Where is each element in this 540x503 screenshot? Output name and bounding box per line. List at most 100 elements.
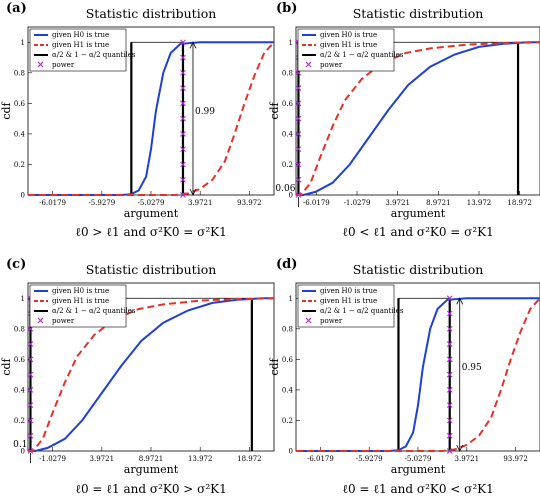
x-tick-label: 3.9721 xyxy=(90,455,115,463)
power-marker xyxy=(180,192,186,198)
y-tick-label: 0.2 xyxy=(14,161,25,169)
panel-caption: ℓ0 < ℓ1 and σ²K0 = σ²K1 xyxy=(342,225,494,239)
x-tick-label: 18.972 xyxy=(237,455,262,463)
x-axis-label: argument xyxy=(124,463,179,476)
power-marker xyxy=(180,146,186,153)
x-tick-label: 13.972 xyxy=(467,199,492,207)
legend-entry: power xyxy=(320,61,343,69)
chart-title: Statistic distribution xyxy=(86,262,217,277)
power-annotation: 0.1 xyxy=(13,440,27,450)
chart-title: Statistic distribution xyxy=(353,262,484,277)
y-tick-label: 1 xyxy=(289,295,293,303)
x-tick-label: 93.972 xyxy=(503,455,528,463)
x-tick-label: -1.0279 xyxy=(344,199,371,207)
x-tick-label: -6.0179 xyxy=(39,199,66,207)
legend-entry: α/2 & 1 − α/2 quantiles xyxy=(52,51,136,59)
power-marker xyxy=(27,402,34,409)
power-marker xyxy=(295,176,302,183)
chart-panel-4: (d) Statistic distribution 0 0.2 0.4 0.6 0.8 1 -… xyxy=(268,257,540,496)
x-tick-label: 13.972 xyxy=(188,455,213,463)
chart-panel-2: (b) Statistic distribution 0 0.2 0.4 0.6 0.8 1 -… xyxy=(268,1,540,239)
panel-caption: ℓ0 = ℓ1 and σ²K0 > σ²K1 xyxy=(75,482,227,496)
y-tick-label: 0.2 xyxy=(282,417,293,425)
legend-swatch-power xyxy=(37,61,44,68)
series-line-h1 xyxy=(28,41,275,196)
y-tick-label: 0 xyxy=(21,448,25,456)
legend-entry: α/2 & 1 − α/2 quantiles xyxy=(320,51,404,59)
power-marker xyxy=(446,417,453,424)
y-tick-label: 0 xyxy=(21,192,25,200)
x-tick-label: -5.9279 xyxy=(88,199,115,207)
power-marker xyxy=(446,402,453,409)
panel-caption: ℓ0 > ℓ1 and σ²K0 = σ²K1 xyxy=(75,225,227,239)
power-marker xyxy=(27,356,34,363)
y-tick-label: 0.4 xyxy=(282,386,294,394)
power-marker xyxy=(27,341,34,347)
arrow-head-top xyxy=(189,41,197,49)
x-tick-label: 93.972 xyxy=(237,199,262,207)
power-marker xyxy=(295,146,302,153)
y-axis-label: cdf xyxy=(268,357,281,375)
power-marker xyxy=(446,387,453,393)
power-marker xyxy=(295,192,302,198)
power-marker xyxy=(27,432,34,439)
power-marker xyxy=(295,161,302,168)
chart-title: Statistic distribution xyxy=(86,6,217,21)
power-marker xyxy=(180,69,186,76)
legend-entry: given H1 is true xyxy=(52,297,109,305)
legend-swatch-power xyxy=(37,317,44,324)
power-marker xyxy=(446,341,453,347)
power-marker xyxy=(180,176,186,183)
legend-swatch-power xyxy=(305,317,312,324)
y-tick-label: 0.2 xyxy=(14,417,25,425)
y-tick-label: 1 xyxy=(21,39,25,47)
power-marker xyxy=(295,100,302,107)
y-tick-label: 0.4 xyxy=(14,130,26,138)
power-marker xyxy=(180,131,186,137)
chart-title: Statistic distribution xyxy=(353,6,484,21)
y-tick-label: 0.6 xyxy=(14,356,26,364)
x-tick-label: -5.0279 xyxy=(138,199,165,207)
legend-entry: α/2 & 1 − α/2 quantiles xyxy=(320,307,404,315)
power-marker xyxy=(446,432,453,439)
panel-label: (d) xyxy=(276,257,297,272)
y-tick-label: 0.6 xyxy=(282,100,294,108)
power-marker xyxy=(446,325,453,332)
power-marker xyxy=(295,115,302,122)
x-tick-label: -6.0179 xyxy=(307,455,334,463)
x-tick-label: -6.0179 xyxy=(303,199,330,207)
legend-entry: given H1 is true xyxy=(320,297,377,305)
y-tick-label: 0 xyxy=(289,448,293,456)
series-line-h1 xyxy=(296,297,540,452)
y-tick-label: 0.2 xyxy=(282,161,293,169)
panel-label: (a) xyxy=(6,1,27,16)
legend-entry: given H0 is true xyxy=(320,287,377,295)
chart-panel-3: (c) Statistic distribution 0 0.2 0.4 0.6 0.8 1 -… xyxy=(0,257,275,496)
panel-label: (b) xyxy=(276,1,297,16)
legend-entry: given H0 is true xyxy=(52,287,109,295)
chart-panel-1: (a) Statistic distribution 0 0.2 0.4 0.6 0.8 1 -… xyxy=(0,1,275,239)
y-tick-label: 0 xyxy=(289,192,293,200)
arrow-head-bottom xyxy=(456,444,464,452)
x-tick-label: 3.9721 xyxy=(455,455,480,463)
legend-entry: α/2 & 1 − α/2 quantiles xyxy=(52,307,136,315)
power-marker xyxy=(446,371,453,378)
x-axis-label: argument xyxy=(124,207,179,220)
power-annotation: 0.95 xyxy=(462,363,482,373)
power-marker xyxy=(295,85,302,91)
x-tick-label: -5.9279 xyxy=(356,455,383,463)
y-tick-label: 0.8 xyxy=(14,69,25,77)
y-tick-label: 0.8 xyxy=(282,69,293,77)
x-axis-label: argument xyxy=(391,463,446,476)
x-axis-label: argument xyxy=(391,207,446,220)
y-tick-label: 0.8 xyxy=(282,325,293,333)
legend-entry: given H0 is true xyxy=(52,31,109,39)
power-annotation: 0.06 xyxy=(275,184,295,194)
x-tick-label: -1.0279 xyxy=(39,455,66,463)
x-tick-label: -5.0279 xyxy=(405,455,432,463)
series-line-h0 xyxy=(28,297,274,452)
power-marker xyxy=(446,310,453,317)
legend-entry: power xyxy=(320,317,343,325)
power-marker xyxy=(295,131,302,137)
